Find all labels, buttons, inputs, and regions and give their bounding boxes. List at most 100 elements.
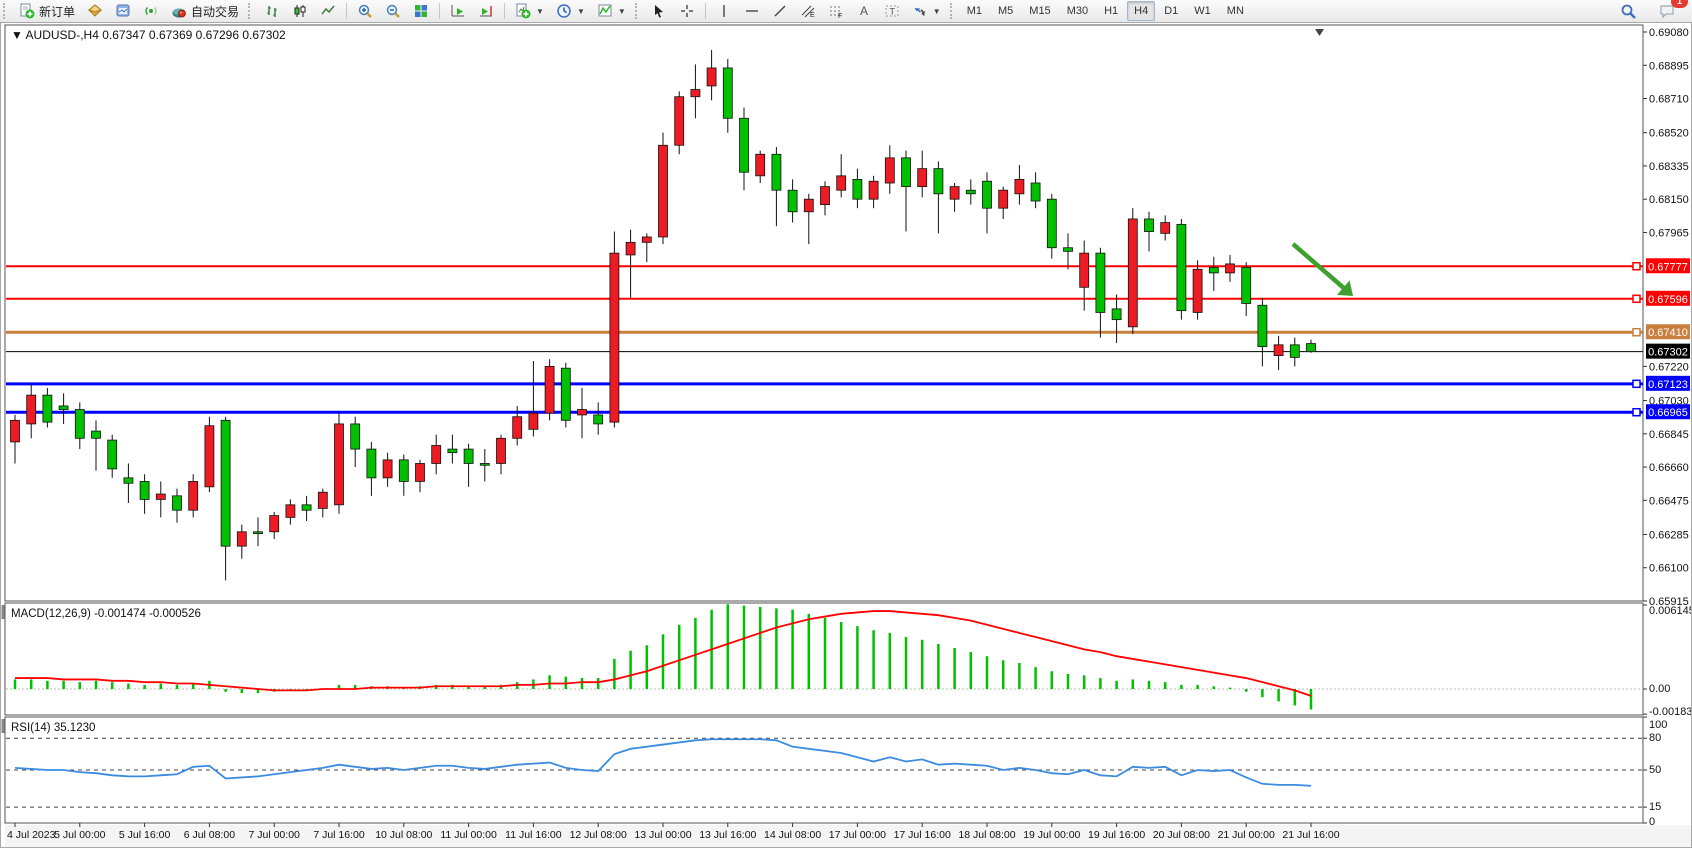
cursor-button[interactable]	[645, 0, 673, 22]
chevron-down-icon[interactable]: ▼	[932, 6, 941, 16]
toolbar-grip	[949, 3, 957, 19]
horizontal-line-button[interactable]	[738, 0, 766, 22]
timeframe-button-M30[interactable]: M30	[1066, 5, 1089, 17]
timeframe-toolbar: M1 M5 M15 M30 H1 H4 D1 W1 MN	[960, 1, 1251, 21]
notification-badge: 1	[1671, 0, 1688, 8]
line-chart-button[interactable]	[314, 0, 342, 22]
new-order-icon	[19, 3, 35, 19]
chart-shift-icon	[478, 3, 494, 19]
svg-text:0.00: 0.00	[1649, 683, 1670, 695]
chart-canvas[interactable]: 0.69080 0.68895 0.68710 0.68520 0.68335 0.681…	[1, 23, 1692, 848]
chevron-down-icon[interactable]: ▼	[536, 6, 544, 16]
toolbar-separator	[439, 3, 441, 19]
chevron-down-icon[interactable]: ▼	[617, 6, 626, 16]
bar-chart-icon	[264, 3, 280, 19]
new-chart-button[interactable]: ▼	[509, 0, 550, 22]
indicators-icon	[597, 3, 613, 19]
tile-windows-button[interactable]	[407, 0, 435, 22]
toolbar-grip	[3, 3, 10, 19]
svg-text:11 Jul 00:00: 11 Jul 00:00	[440, 829, 497, 841]
data-window-button[interactable]	[109, 0, 137, 22]
zoom-out-button[interactable]	[379, 0, 407, 22]
timeframe-button-M5[interactable]: M5	[998, 5, 1014, 17]
toolbar-grip	[248, 3, 255, 19]
search-button[interactable]	[1614, 0, 1643, 22]
svg-text:7 Jul 16:00: 7 Jul 16:00	[313, 829, 365, 841]
svg-text:0.67123: 0.67123	[1648, 379, 1688, 391]
clock-icon	[556, 3, 572, 19]
timeframe-button-MN[interactable]: MN	[1226, 5, 1244, 17]
new-order-button[interactable]: 新订单	[13, 0, 81, 22]
svg-text:RSI(14) 35.1230: RSI(14) 35.1230	[11, 722, 95, 734]
horizontal-line-icon	[744, 3, 760, 19]
trendline-button[interactable]	[766, 0, 794, 22]
timeframe-button-W1[interactable]: W1	[1194, 5, 1211, 17]
timeframe-button-M15[interactable]: M15	[1029, 5, 1051, 17]
svg-text:0.68150: 0.68150	[1649, 194, 1689, 206]
periods-button[interactable]: ▼	[550, 0, 591, 22]
fibonacci-button[interactable]: F	[822, 0, 850, 22]
indicators-button[interactable]: ▼	[591, 0, 632, 22]
timeframe-button-M1[interactable]: M1	[966, 5, 982, 17]
notifications-button[interactable]: 1	[1653, 0, 1688, 22]
svg-text:15: 15	[1649, 801, 1661, 813]
svg-text:7 Jul 00:00: 7 Jul 00:00	[249, 829, 301, 841]
crosshair-button[interactable]	[673, 0, 701, 22]
new-order-label: 新订单	[39, 4, 76, 19]
autotrading-label: 自动交易	[191, 4, 240, 19]
svg-text:6 Jul 08:00: 6 Jul 08:00	[184, 829, 236, 841]
svg-text:0.006145: 0.006145	[1649, 605, 1691, 617]
svg-text:100: 100	[1649, 719, 1667, 731]
svg-text:20 Jul 08:00: 20 Jul 08:00	[1153, 829, 1210, 841]
text-icon: A	[856, 3, 872, 19]
arrows-icon	[912, 3, 928, 19]
svg-text:0.67965: 0.67965	[1649, 227, 1689, 239]
chart-shift-button[interactable]	[472, 0, 500, 22]
text-button[interactable]: A	[850, 0, 878, 22]
svg-text:-0.001837: -0.001837	[1649, 706, 1691, 718]
timeframe-button-H1[interactable]: H1	[1104, 5, 1119, 17]
chevron-down-icon[interactable]: ▼	[576, 6, 585, 16]
text-label-button[interactable]: T	[878, 0, 906, 22]
equidistant-channel-icon: E	[800, 3, 816, 19]
tile-windows-icon	[413, 3, 429, 19]
zoom-out-icon	[385, 3, 401, 19]
signals-button[interactable]	[137, 0, 165, 22]
arrows-button[interactable]: ▼	[906, 0, 947, 22]
candlestick-chart-icon	[292, 3, 308, 19]
svg-text:10 Jul 08:00: 10 Jul 08:00	[375, 829, 432, 841]
svg-text:11 Jul 16:00: 11 Jul 16:00	[505, 829, 562, 841]
svg-text:0.65915: 0.65915	[1649, 596, 1689, 608]
notifications-icon	[1659, 3, 1676, 19]
trendline-icon	[772, 3, 788, 19]
timeframe-button-H4[interactable]: H4	[1127, 1, 1156, 21]
cursor-icon	[651, 3, 667, 19]
svg-text:19 Jul 16:00: 19 Jul 16:00	[1088, 829, 1145, 841]
svg-text:21 Jul 00:00: 21 Jul 00:00	[1218, 829, 1275, 841]
signals-icon	[143, 3, 159, 19]
svg-text:0.68335: 0.68335	[1649, 161, 1689, 173]
zoom-in-icon	[357, 3, 373, 19]
svg-text:0: 0	[1649, 816, 1655, 828]
equidistant-channel-button[interactable]: E	[794, 0, 822, 22]
autotrading-icon	[171, 3, 187, 19]
svg-text:13 Jul 00:00: 13 Jul 00:00	[634, 829, 691, 841]
autotrading-button[interactable]: 自动交易	[165, 0, 245, 22]
svg-text:80: 80	[1649, 732, 1661, 744]
quotes-button[interactable]	[81, 0, 109, 22]
timeframe-button-D1[interactable]: D1	[1164, 5, 1179, 17]
toolbar-grip	[634, 3, 642, 19]
svg-text:0.67302: 0.67302	[1648, 347, 1688, 359]
auto-scroll-button[interactable]	[444, 0, 472, 22]
vertical-line-button[interactable]	[710, 0, 738, 22]
candlestick-chart-button[interactable]	[286, 0, 314, 22]
svg-text:0.68710: 0.68710	[1649, 94, 1689, 106]
zoom-in-button[interactable]	[351, 0, 379, 22]
svg-text:0.67596: 0.67596	[1648, 294, 1688, 306]
bar-chart-button[interactable]	[258, 0, 286, 22]
svg-text:0.67220: 0.67220	[1649, 361, 1689, 373]
svg-text:0.67777: 0.67777	[1648, 261, 1688, 273]
svg-text:0.69080: 0.69080	[1649, 27, 1689, 39]
data-window-icon	[115, 3, 131, 19]
svg-text:0.66100: 0.66100	[1649, 563, 1689, 575]
